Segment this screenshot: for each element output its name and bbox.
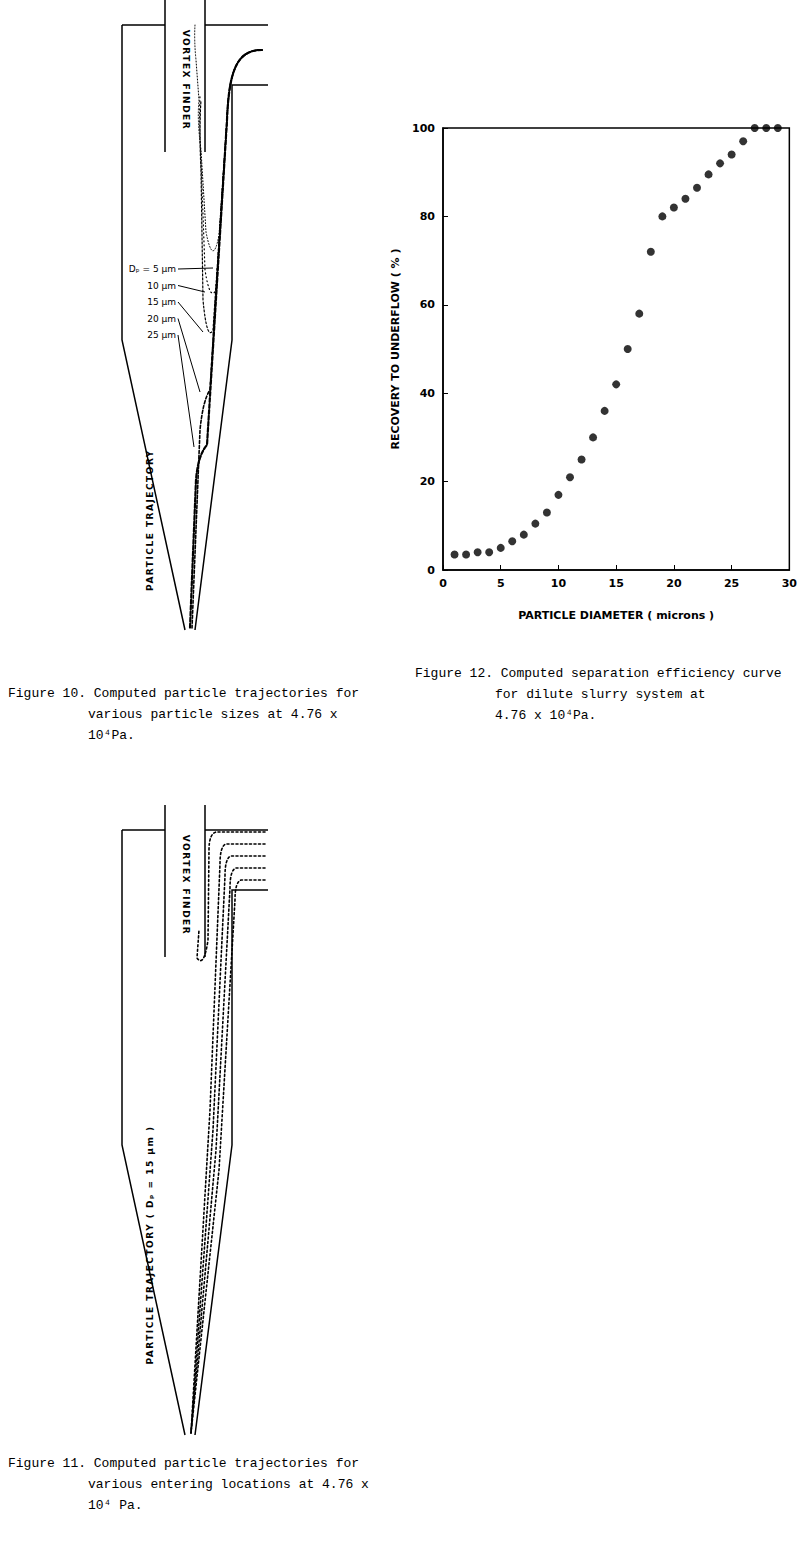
svg-text:40: 40 — [420, 387, 436, 400]
svg-text:0: 0 — [439, 577, 447, 590]
svg-text:20: 20 — [420, 475, 436, 488]
svg-text:PARTICLE DIAMETER ( microns ): PARTICLE DIAMETER ( microns ) — [518, 609, 714, 622]
svg-text:various entering locations at: various entering locations at 4.76 x — [88, 1477, 369, 1492]
svg-text:15 μm: 15 μm — [147, 297, 176, 307]
svg-text:Figure 11. Computed particle t: Figure 11. Computed particle trajectorie… — [8, 1456, 359, 1471]
svg-text:PARTICLE TRAJECTORY ( Dₚ = 15: PARTICLE TRAJECTORY ( Dₚ = 15 μm ) — [145, 1125, 155, 1364]
svg-text:25 μm: 25 μm — [147, 330, 176, 340]
svg-text:various particle sizes at 4.76: various particle sizes at 4.76 x — [88, 707, 338, 722]
svg-text:10⁴ Pa.: 10⁴ Pa. — [88, 1498, 143, 1513]
svg-text:for dilute slurry system at: for dilute slurry system at — [495, 687, 706, 702]
svg-text:10 μm: 10 μm — [147, 281, 176, 291]
svg-text:10⁴Pa.: 10⁴Pa. — [88, 728, 135, 743]
svg-text:Dₚ = 5 μm: Dₚ = 5 μm — [129, 264, 176, 274]
svg-text:Figure 10. Computed particle t: Figure 10. Computed particle trajectorie… — [8, 686, 359, 701]
svg-text:30: 30 — [782, 577, 798, 590]
svg-text:80: 80 — [420, 210, 436, 223]
svg-text:10: 10 — [551, 577, 567, 590]
svg-text:5: 5 — [497, 577, 505, 590]
svg-text:VORTEX FINDER: VORTEX FINDER — [181, 30, 191, 130]
svg-text:25: 25 — [724, 577, 739, 590]
svg-text:4.76 x 10⁴Pa.: 4.76 x 10⁴Pa. — [495, 708, 596, 723]
svg-text:RECOVERY TO UNDERFLOW ( % ): RECOVERY TO UNDERFLOW ( % ) — [389, 249, 402, 450]
svg-text:Figure 12. Computed separation: Figure 12. Computed separation efficienc… — [415, 666, 782, 681]
svg-text:0: 0 — [427, 564, 435, 577]
svg-text:20: 20 — [666, 577, 682, 590]
svg-text:15: 15 — [609, 577, 624, 590]
svg-text:PARTICLE TRAJECTORY: PARTICLE TRAJECTORY — [145, 449, 155, 591]
svg-text:20 μm: 20 μm — [147, 314, 176, 324]
svg-text:100: 100 — [412, 122, 435, 135]
svg-text:VORTEX FINDER: VORTEX FINDER — [181, 835, 191, 935]
svg-text:60: 60 — [420, 298, 436, 311]
